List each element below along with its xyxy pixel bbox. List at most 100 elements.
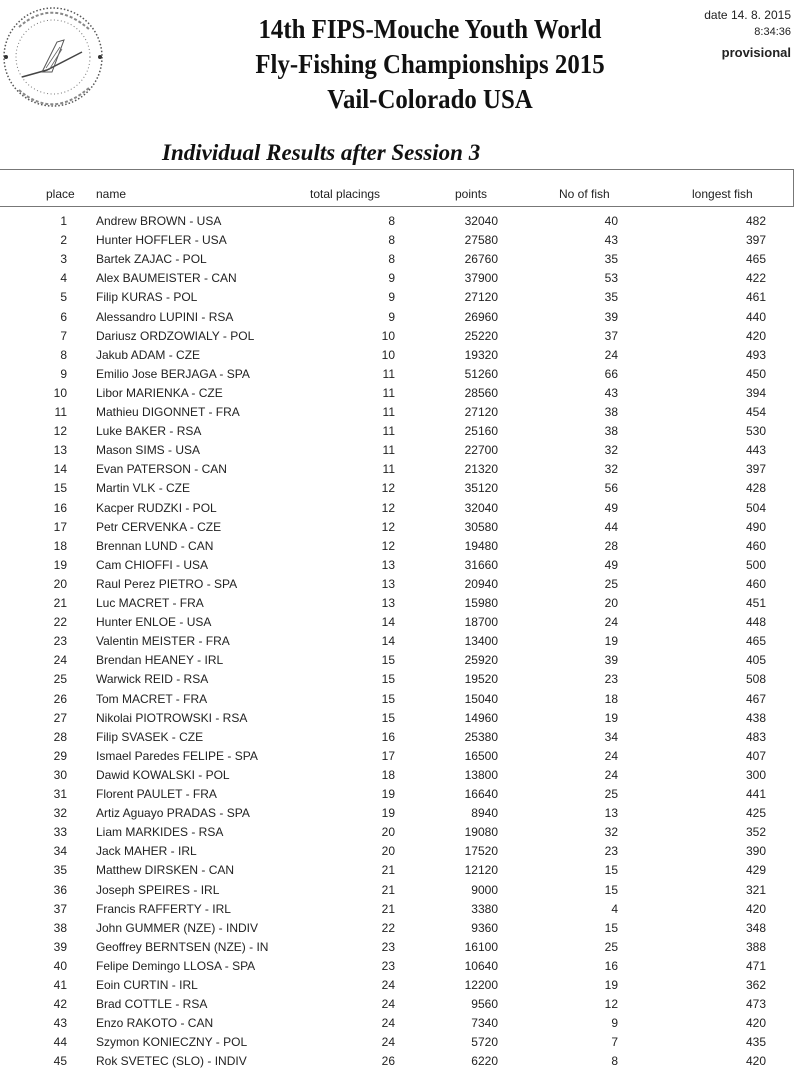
longest-fish-cell: 473 — [745, 997, 766, 1012]
longest-fish-cell: 420 — [745, 1016, 766, 1031]
no-of-fish-cell: 38 — [604, 424, 618, 439]
no-of-fish-cell: 40 — [604, 214, 618, 228]
longest-fish-cell: 490 — [745, 519, 766, 534]
competitor-name-cell: Libor MARIENKA - CZE — [96, 385, 223, 400]
competitor-name-cell: Brad COTTLE - RSA — [96, 997, 208, 1012]
points-cell: 27120 — [464, 290, 498, 305]
competitor-name-cell: Liam MARKIDES - RSA — [96, 825, 224, 840]
no-of-fish-cell: 56 — [604, 481, 618, 496]
total-placings-cell: 14 — [381, 634, 395, 649]
place-cell: 10 — [53, 385, 67, 400]
no-of-fish-cell: 19 — [604, 978, 618, 992]
place-cell: 17 — [53, 519, 67, 534]
longest-fish-cell: 493 — [745, 347, 766, 362]
place-cell: 13 — [53, 443, 67, 458]
longest-fish-cell: 300 — [745, 767, 766, 782]
place-cell: 4 — [60, 271, 67, 286]
points-cell: 51260 — [464, 366, 498, 381]
total-placings-cell: 24 — [381, 978, 395, 992]
no-of-fish-cell: 24 — [604, 347, 618, 362]
no-of-fish-cell: 43 — [604, 385, 618, 400]
longest-fish-cell: 443 — [745, 443, 766, 458]
no-of-fish-cell: 39 — [604, 309, 618, 324]
total-placings-cell: 11 — [382, 443, 395, 458]
no-of-fish-cell: 13 — [604, 806, 618, 821]
total-placings-cell: 11 — [382, 462, 395, 477]
total-placings-cell: 8 — [388, 252, 395, 267]
no-of-fish-cell: 16 — [604, 958, 618, 973]
longest-fish-cell: 435 — [745, 1035, 766, 1050]
longest-fish-cell: 429 — [745, 863, 766, 878]
table-row: 39 Geoffrey BERNTSEN (NZE) - IN 23 16100 25 3… — [0, 940, 800, 959]
competitor-name-cell: Joseph SPEIRES - IRL — [96, 882, 220, 897]
report-meta: date 14. 8. 2015 8:34:36 provisional — [704, 7, 791, 61]
table-row: 13 Mason SIMS - USA 11 22700 32 443 — [0, 443, 800, 462]
competitor-name-cell: Eoin CURTIN - IRL — [96, 978, 198, 992]
total-placings-cell: 11 — [382, 385, 395, 400]
total-placings-cell: 12 — [381, 538, 395, 553]
table-row: 42 Brad COTTLE - RSA 24 9560 12 473 — [0, 997, 800, 1016]
place-cell: 35 — [53, 863, 67, 878]
longest-fish-cell: 450 — [745, 366, 766, 381]
title-line: 14th FIPS-Mouche Youth World — [258, 14, 602, 44]
longest-fish-cell: 397 — [745, 233, 766, 248]
table-row: 26 Tom MACRET - FRA 15 15040 18 467 — [0, 692, 800, 711]
total-placings-cell: 15 — [381, 691, 395, 706]
no-of-fish-cell: 44 — [604, 519, 618, 534]
total-placings-cell: 19 — [381, 787, 395, 801]
total-placings-cell: 21 — [381, 882, 395, 897]
competitor-name-cell: Francis RAFFERTY - IRL — [96, 901, 231, 916]
place-cell: 45 — [53, 1054, 67, 1069]
longest-fish-cell: 420 — [745, 901, 766, 916]
no-of-fish-cell: 34 — [604, 729, 618, 744]
competitor-name-cell: Artiz Aguayo PRADAS - SPA — [96, 806, 250, 821]
longest-fish-cell: 451 — [745, 596, 766, 610]
competitor-name-cell: Florent PAULET - FRA — [96, 787, 217, 801]
longest-fish-cell: 428 — [745, 481, 766, 496]
table-row: 29 Ismael Paredes FELIPE - SPA 17 16500 24 40… — [0, 749, 800, 768]
place-cell: 25 — [53, 672, 67, 687]
place-cell: 1 — [60, 214, 67, 228]
points-cell: 20940 — [464, 576, 498, 591]
no-of-fish-cell: 4 — [611, 901, 618, 916]
points-cell: 28560 — [464, 385, 498, 400]
competitor-name-cell: Felipe Demingo LLOSA - SPA — [96, 958, 256, 973]
no-of-fish-cell: 35 — [604, 290, 618, 305]
total-placings-cell: 15 — [381, 672, 395, 687]
competitor-name-cell: Cam CHIOFFI - USA — [96, 557, 209, 572]
longest-fish-cell: 362 — [745, 978, 766, 992]
no-of-fish-cell: 49 — [604, 557, 618, 572]
competitor-name-cell: Jakub ADAM - CZE — [96, 347, 201, 362]
total-placings-cell: 11 — [382, 366, 395, 381]
place-cell: 37 — [53, 901, 67, 916]
no-of-fish-cell: 15 — [604, 882, 618, 897]
points-cell: 3380 — [471, 901, 498, 916]
no-of-fish-cell: 32 — [604, 462, 618, 477]
competitor-name-cell: Andrew BROWN - USA — [96, 214, 222, 228]
total-placings-cell: 23 — [381, 939, 395, 954]
points-cell: 8940 — [471, 806, 498, 821]
longest-fish-cell: 394 — [745, 385, 766, 400]
competitor-name-cell: Emilio Jose BERJAGA - SPA — [96, 366, 250, 381]
table-row: 40 Felipe Demingo LLOSA - SPA 23 10640 16 471 — [0, 959, 800, 978]
no-of-fish-cell: 24 — [604, 767, 618, 782]
total-placings-cell: 13 — [381, 596, 395, 610]
total-placings-cell: 14 — [381, 615, 395, 630]
points-cell: 9360 — [471, 920, 498, 935]
place-cell: 28 — [53, 729, 67, 744]
table-row: 24 Brendan HEANEY - IRL 15 25920 39 405 — [0, 653, 800, 672]
total-placings-cell: 23 — [381, 958, 395, 973]
points-cell: 12120 — [464, 863, 498, 878]
place-cell: 34 — [53, 844, 67, 859]
competitor-name-cell: Ismael Paredes FELIPE - SPA — [96, 748, 258, 763]
col-header-no-of-fish: No of fish — [559, 187, 610, 201]
table-row: 4 Alex BAUMEISTER - CAN 9 37900 53 422 — [0, 271, 800, 290]
total-placings-cell: 9 — [388, 309, 395, 324]
total-placings-cell: 24 — [381, 1035, 395, 1050]
longest-fish-cell: 397 — [745, 462, 766, 477]
longest-fish-cell: 482 — [745, 214, 766, 228]
points-cell: 21320 — [464, 462, 498, 477]
no-of-fish-cell: 25 — [604, 787, 618, 801]
competitor-name-cell: Martin VLK - CZE — [96, 481, 191, 496]
championship-title: 14th FIPS-Mouche Youth World Fly-Fishing… — [200, 12, 660, 117]
